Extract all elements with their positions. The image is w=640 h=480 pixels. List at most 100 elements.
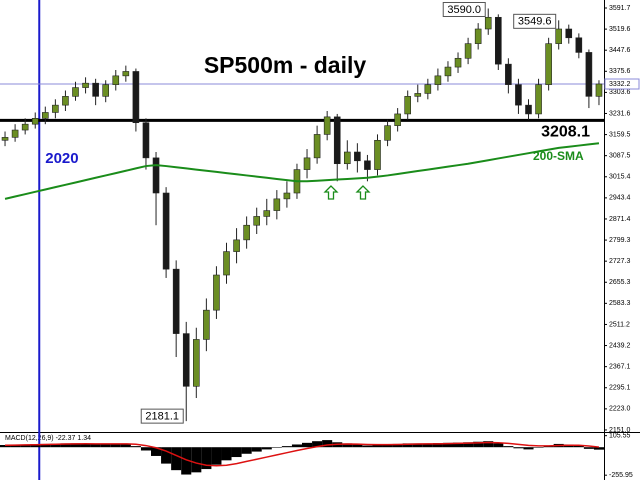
y-tick-label: 2151.0 <box>609 427 631 434</box>
macd-bar <box>40 443 51 448</box>
candle-body <box>193 339 200 387</box>
macd-bar <box>211 447 222 465</box>
candle-body <box>434 75 442 85</box>
macd-bar <box>130 446 141 448</box>
candle-body <box>92 82 99 97</box>
macd-bar <box>70 443 81 448</box>
macd-bar <box>110 443 121 448</box>
candle-body <box>132 71 140 124</box>
macd-bar <box>151 447 162 456</box>
candle-body <box>505 63 512 85</box>
candle-body <box>313 134 321 159</box>
y-tick-label: 2943.4 <box>609 195 631 202</box>
candle-body <box>585 52 593 97</box>
macd-bar <box>322 440 333 448</box>
macd-bar <box>161 447 172 464</box>
macd-bar <box>523 447 534 450</box>
y-tick-label: 3519.6 <box>609 26 631 33</box>
macd-bar <box>171 447 182 471</box>
candle-body <box>62 96 69 106</box>
chart-title: SP500m - daily <box>204 52 367 78</box>
macd-bar <box>503 446 514 448</box>
last-price-box <box>604 78 640 90</box>
candle-body <box>11 129 19 138</box>
macd-bar <box>231 447 242 458</box>
y-tick-label: 2727.3 <box>609 258 631 265</box>
candle-body <box>72 87 79 97</box>
macd-bar <box>473 441 484 448</box>
y-tick-label: 3303.6 <box>609 89 631 96</box>
y-tick-label: -255.95 <box>609 472 633 479</box>
macd-bar <box>493 443 504 448</box>
candle-body <box>525 104 532 115</box>
macd-bar <box>241 447 252 454</box>
macd-bar <box>302 442 313 448</box>
candle-body <box>1 137 9 141</box>
macd-bar <box>30 444 41 448</box>
candle-body <box>333 116 341 165</box>
candle-body <box>424 84 432 94</box>
candle-body <box>142 122 150 159</box>
macd-bar <box>10 444 21 448</box>
macd-bar <box>191 447 202 473</box>
macd-bar <box>513 447 524 449</box>
macd-bar <box>453 442 464 448</box>
candle-body <box>374 139 381 170</box>
candle-body <box>414 93 422 97</box>
value-label: 3549.6 <box>518 16 552 28</box>
y-tick-label: 3231.6 <box>609 110 631 117</box>
last-price-label: 3332.2 <box>609 81 631 88</box>
candle-body <box>384 125 391 141</box>
macd-bar <box>201 447 212 470</box>
candle-body <box>82 82 89 88</box>
candle-body <box>394 113 401 126</box>
candle-body <box>303 157 311 170</box>
candle-body <box>273 198 281 211</box>
candle-body <box>454 57 462 68</box>
candle-body <box>323 116 331 135</box>
sma-line <box>4 142 600 200</box>
candle-body <box>263 210 271 217</box>
candle-body <box>172 268 180 334</box>
y-tick-label: 3447.6 <box>609 47 631 54</box>
candle-body <box>152 157 160 194</box>
macd-bar <box>483 441 494 448</box>
up-arrow <box>355 185 371 200</box>
up-arrow <box>323 185 339 200</box>
macd-bar <box>80 443 91 448</box>
support-label: 3208.1 <box>541 124 590 141</box>
macd-bar <box>140 447 151 451</box>
candle-body <box>565 28 573 39</box>
candle-body <box>213 274 220 311</box>
macd-bar <box>342 443 353 448</box>
macd-bar <box>271 447 282 448</box>
macd-bar <box>291 444 302 448</box>
macd-bar <box>362 445 373 448</box>
candle-body <box>41 112 49 119</box>
y-tick-label: 105.55 <box>609 433 631 440</box>
macd-bar <box>593 447 604 450</box>
macd-label: MACD(12,26,9) -22.37 1.34 <box>5 435 91 442</box>
candle-body <box>243 224 250 241</box>
macd-bar <box>422 443 433 448</box>
y-tick-label: 2223.0 <box>609 406 631 413</box>
y-tick-label: 3591.7 <box>609 5 631 12</box>
y-tick-label: 2655.3 <box>609 279 631 286</box>
value-label-box <box>442 1 486 17</box>
value-label-box <box>513 13 557 29</box>
y-tick-label: 3375.6 <box>609 68 631 75</box>
macd-bar <box>281 446 292 448</box>
candle-body <box>575 37 583 53</box>
macd-bar <box>573 445 584 448</box>
year-label: 2020 <box>45 150 78 167</box>
macd-bar <box>120 443 131 448</box>
macd-bar <box>251 447 262 452</box>
candle-body <box>233 239 240 252</box>
y-tick-label: 2295.1 <box>609 385 631 392</box>
candle-body <box>283 192 291 200</box>
value-label-box <box>140 408 184 424</box>
candle-body <box>595 83 603 97</box>
candle-body <box>354 151 361 162</box>
